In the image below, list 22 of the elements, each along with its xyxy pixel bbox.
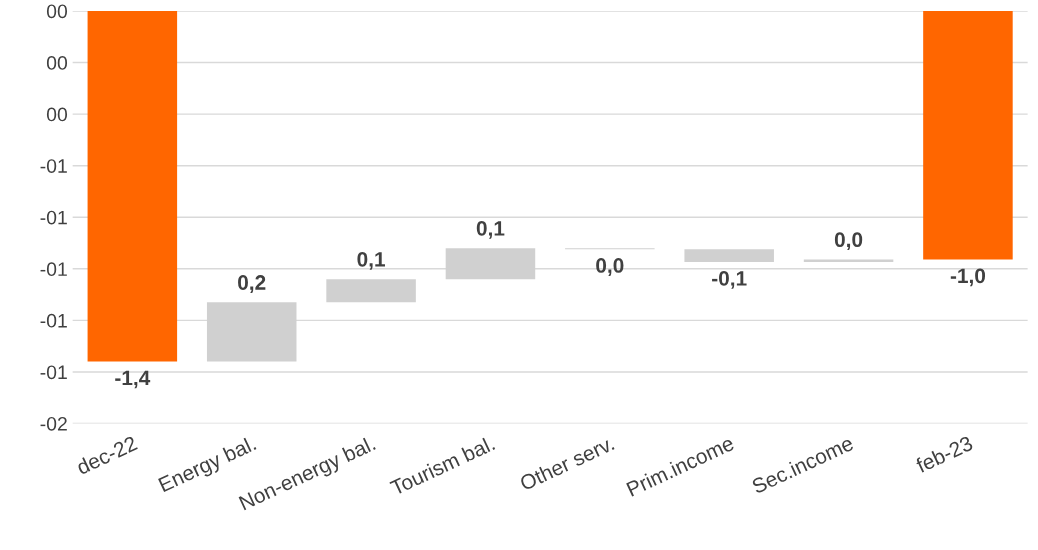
data-label: -1,0 — [950, 268, 986, 287]
bar — [326, 279, 416, 303]
y-tick-label: -01 — [40, 262, 67, 277]
bar — [923, 11, 1013, 260]
y-tick-label: 00 — [46, 107, 68, 122]
data-label: 0,0 — [834, 232, 863, 251]
y-tick-label: 00 — [46, 56, 68, 70]
y-tick-label: -01 — [40, 313, 67, 328]
data-label: -1,4 — [115, 370, 151, 389]
data-label: 0,1 — [476, 220, 505, 239]
y-tick-label: -01 — [40, 365, 67, 380]
data-label: 0,0 — [596, 258, 624, 276]
y-tick-label: -01 — [40, 159, 67, 173]
data-label: -0,1 — [712, 270, 747, 289]
x-tick-label: Other serv. — [518, 435, 615, 491]
y-tick-label: -01 — [40, 210, 67, 225]
y-tick-label: 00 — [46, 4, 68, 19]
bar — [87, 11, 178, 362]
y-tick-label: -02 — [40, 416, 67, 431]
data-label: 0,1 — [357, 251, 385, 270]
data-label: 0,2 — [238, 275, 266, 293]
bar — [684, 249, 774, 263]
